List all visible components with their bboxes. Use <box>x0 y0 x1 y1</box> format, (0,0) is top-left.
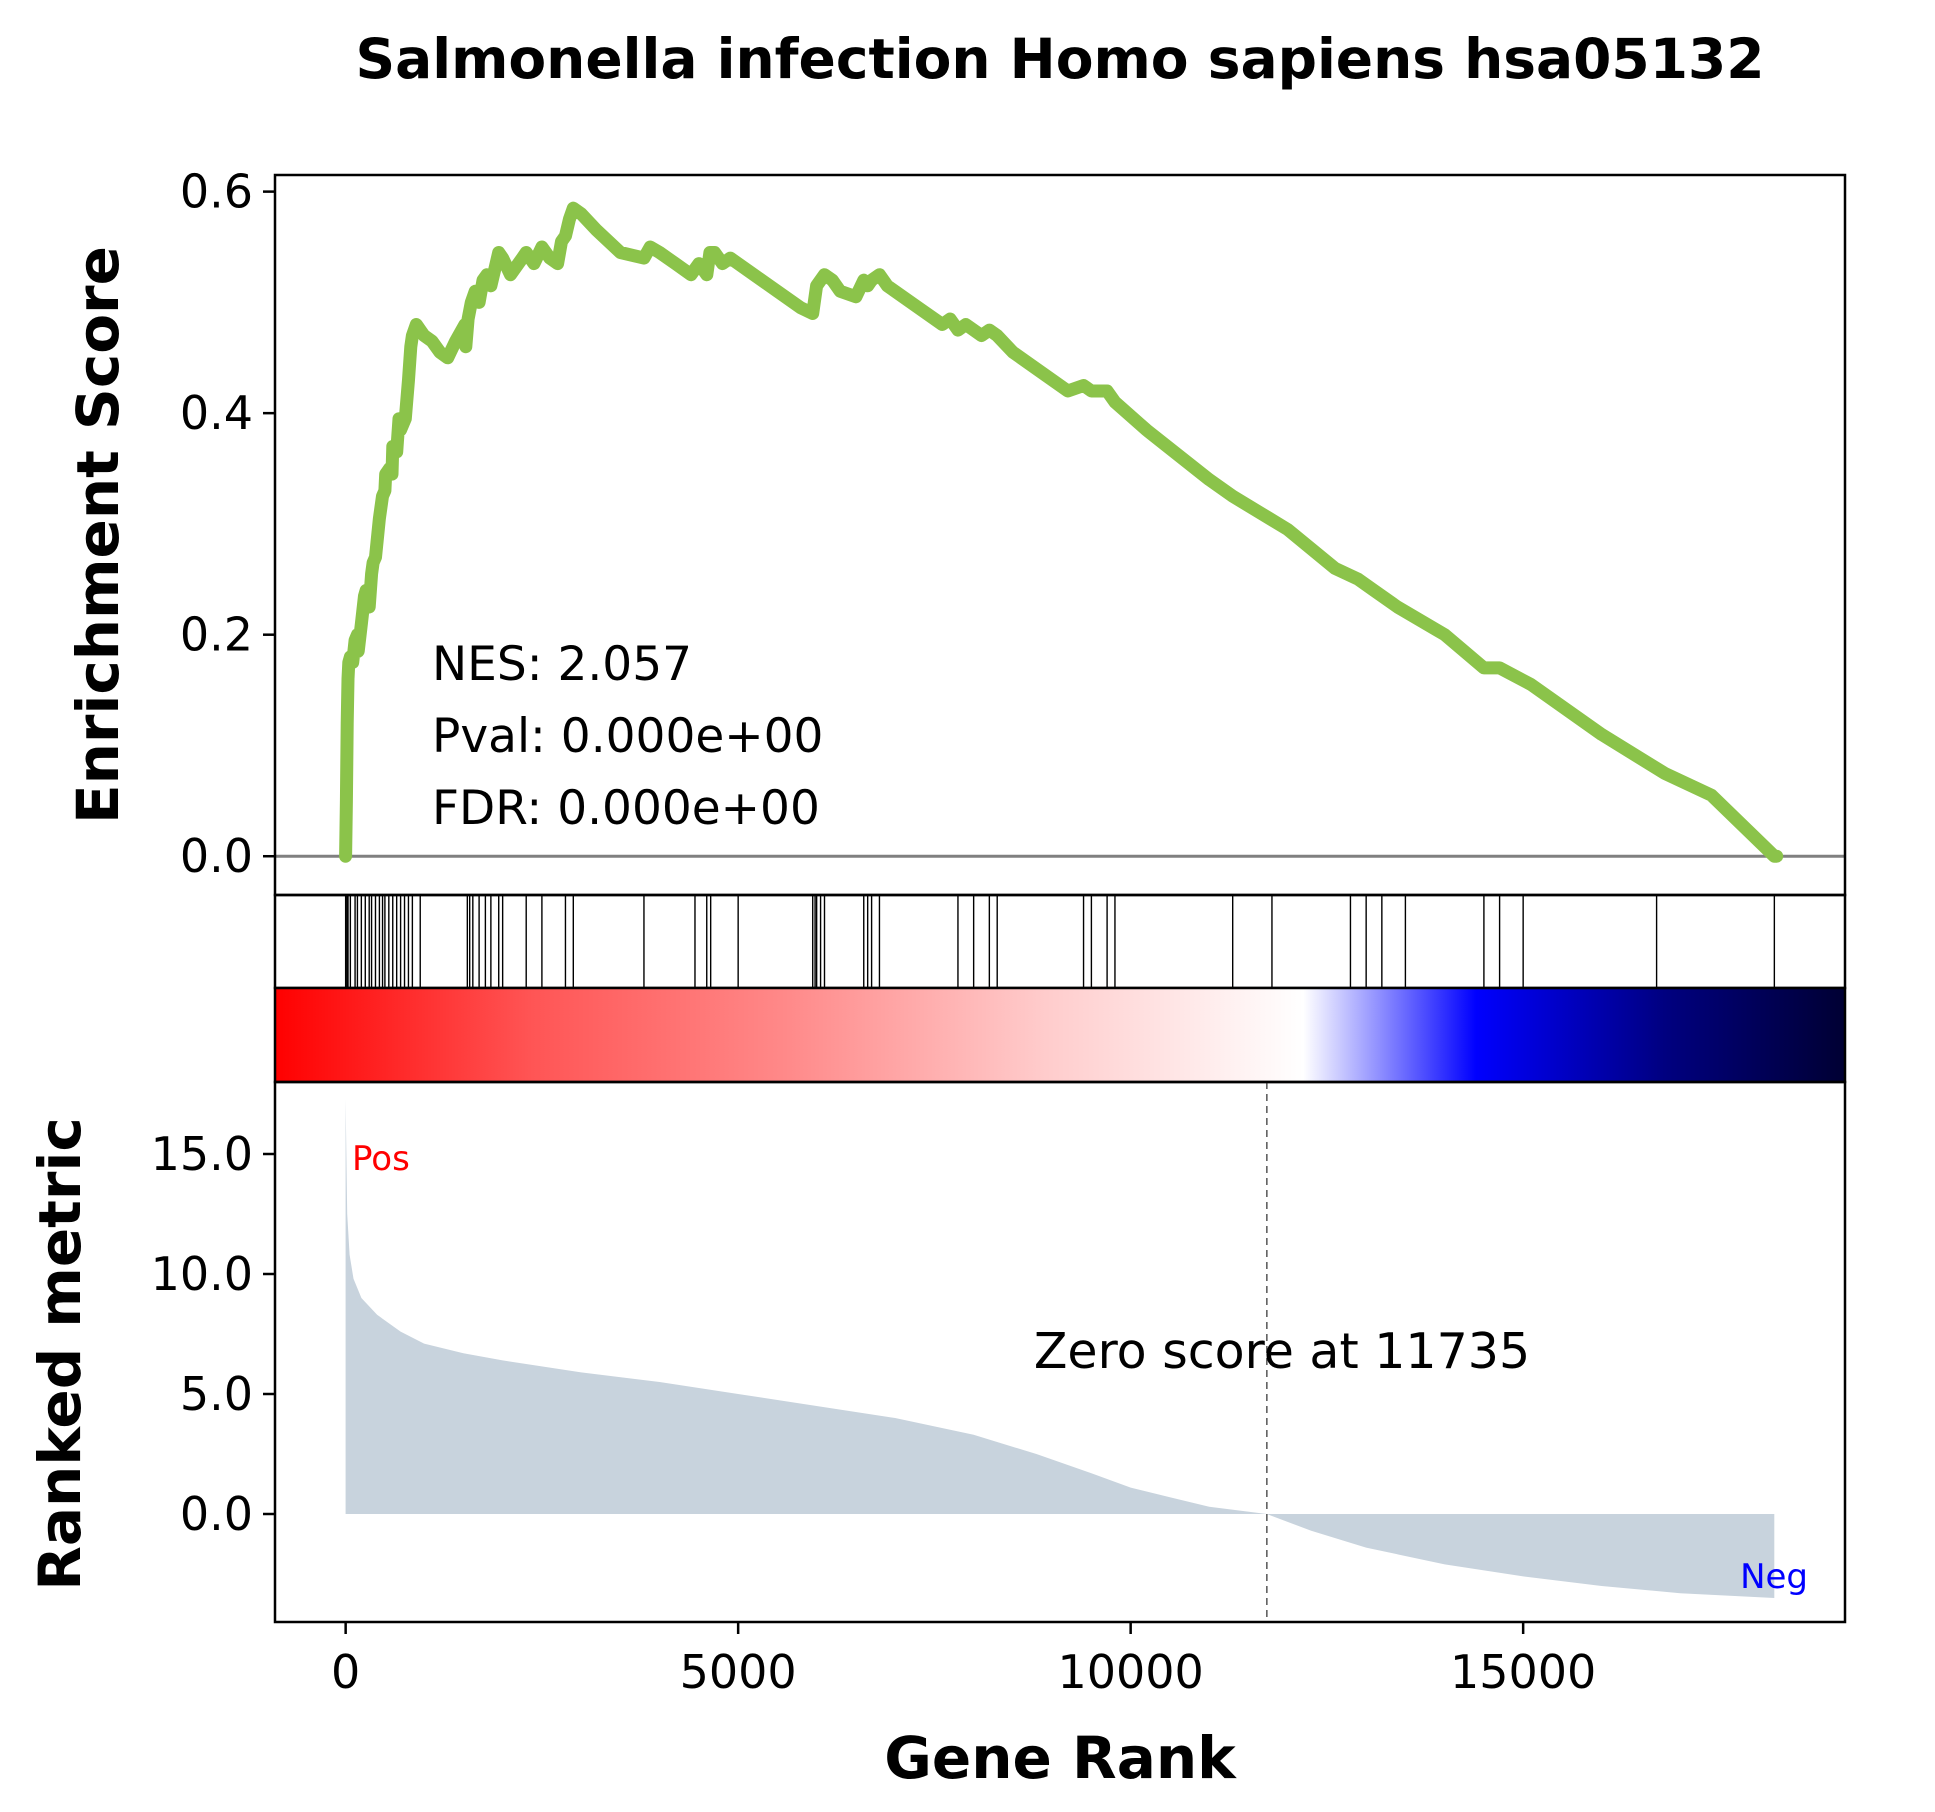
x-tick-label: 0 <box>331 1645 360 1699</box>
pval-stat: Pval: 0.000e+00 <box>432 709 823 764</box>
pos-label: Pos <box>352 1139 410 1179</box>
x-tick-label: 15000 <box>1450 1645 1596 1699</box>
rm-y-axis-label: Ranked metric <box>26 1117 94 1591</box>
x-axis-ticks: 0 5000 10000 15000 <box>331 1622 1596 1699</box>
zero-score-label: Zero score at 11735 <box>1034 1323 1530 1380</box>
enrichment-score-panel: 0.00.20.40.6 NES: 2.057 Pval: 0.000e+00 … <box>180 165 1847 897</box>
x-axis-label: Gene Rank <box>884 1724 1237 1792</box>
rm-y-tick-label: 5.0 <box>180 1367 253 1421</box>
x-tick-label: 5000 <box>680 1645 797 1699</box>
ranked-metric-area <box>345 1098 1775 1598</box>
es-y-axis-ticks: 0.0 0.2 0.4 0.6 <box>180 165 275 883</box>
chart-title: Salmonella infection Homo sapiens hsa051… <box>356 27 1765 91</box>
rm-panel-frame <box>273 1080 1847 1624</box>
ranked-metric-panel: Zero score at 11735 Pos Neg 0.0 5.0 10.0 15… <box>151 1080 1847 1624</box>
rm-y-tick-label: 15.0 <box>151 1127 253 1181</box>
rm-y-axis-ticks: 0.0 5.0 10.0 15.0 <box>151 1127 275 1541</box>
rm-y-tick-label: 0.0 <box>180 1487 253 1541</box>
gene-hit-ticks <box>344 895 1776 988</box>
hits-panel-frame <box>273 893 1847 990</box>
es-y-tick-label: 0.4 <box>180 386 253 440</box>
rank-color-bar <box>273 986 1847 1084</box>
rm-y-tick-label: 10.0 <box>151 1247 253 1301</box>
enrichment-score-line <box>339 201 1784 863</box>
es-y-axis-label: Enrichment Score <box>64 246 132 824</box>
hit-markers-panel <box>273 893 1847 990</box>
fdr-stat: FDR: 0.000e+00 <box>432 781 820 836</box>
es-y-tick-label: 0.6 <box>180 165 253 219</box>
neg-label: Neg <box>1740 1557 1808 1597</box>
es-y-tick-label: 0.2 <box>180 608 253 662</box>
es-y-tick-label: 0.0 <box>180 829 253 883</box>
nes-stat: NES: 2.057 <box>432 637 692 692</box>
x-tick-label: 10000 <box>1057 1645 1203 1699</box>
